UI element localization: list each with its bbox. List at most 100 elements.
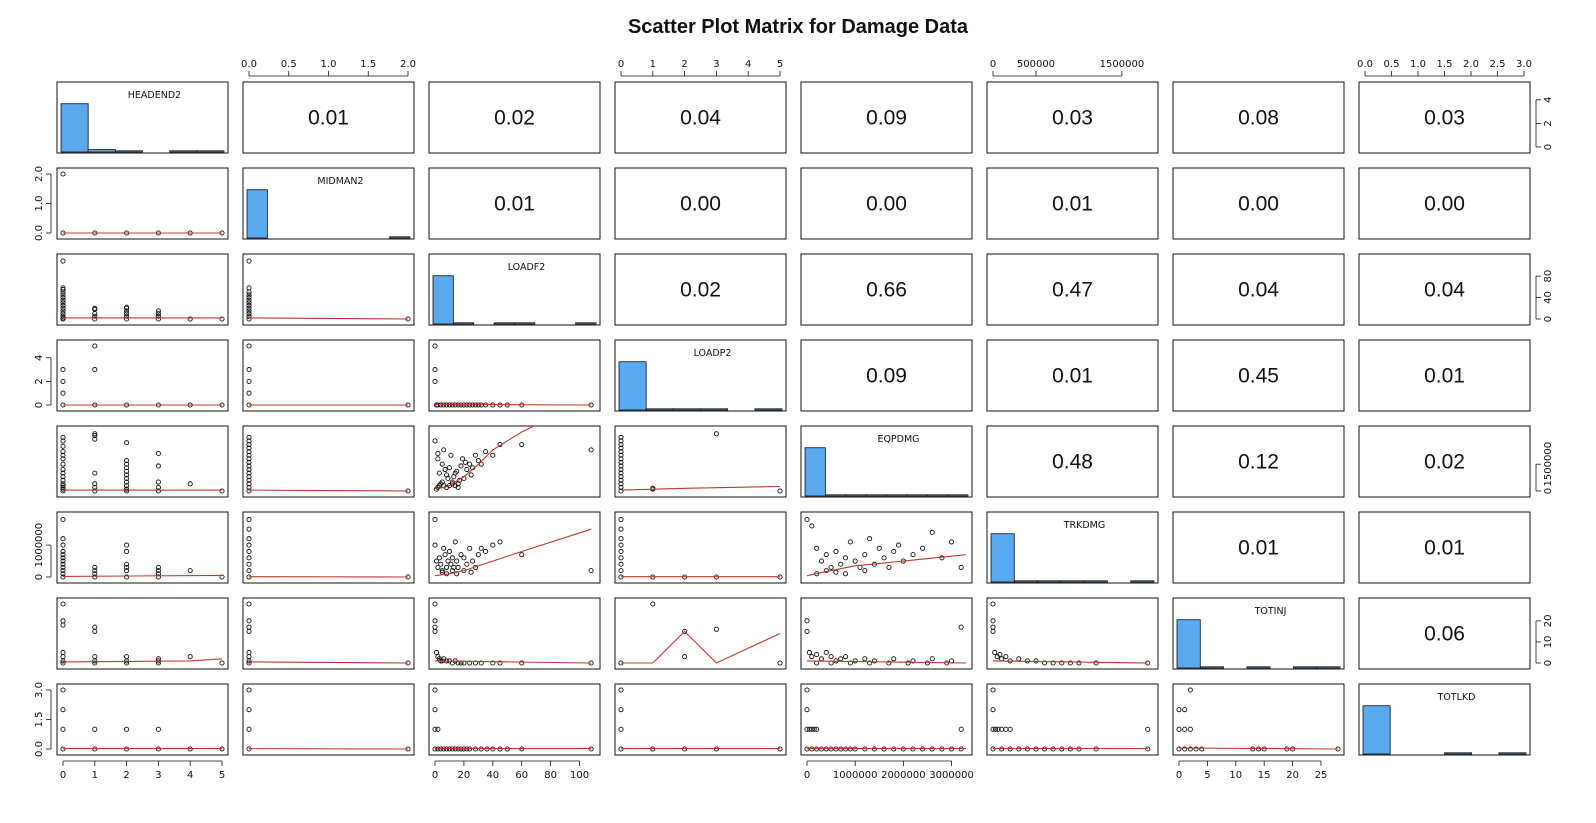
bottom-axis-tick-label-eqpdmg-2: 2000000 (881, 770, 926, 781)
panel-frame-r6-c6 (986, 511, 1159, 584)
scatter-point-r4-c3-5 (438, 402, 444, 408)
panel-frame-r4-c5 (800, 339, 973, 412)
left-axis-tick-label-loadp2-1: 2 (34, 378, 45, 384)
scatter-point-r8-c5-0 (804, 687, 810, 693)
histogram-bar-eqpdmg-5 (906, 494, 928, 497)
scatter-point-r5-c2-12 (246, 477, 252, 483)
correlation-value-r1-c3: 0.02 (494, 107, 535, 130)
scatter-point-r5-c4-5 (618, 452, 624, 458)
scatter-point-r5-c3-21 (464, 466, 470, 473)
panel-frame-r6-c4 (614, 511, 787, 584)
panel-frame-r3-c5 (800, 253, 973, 326)
scatter-point-r5-c2-14 (246, 484, 252, 490)
top-axis-tick-label-totlkd-4: 2.0 (1463, 59, 1479, 70)
scatter-point-r6-c1-2 (60, 542, 66, 548)
scatter-point-r6-c5-4 (823, 552, 829, 558)
panel-frame-r7-c5 (800, 597, 973, 670)
scatter-point-r5-c1-20 (92, 481, 98, 487)
scatter-point-r8-c1-1 (60, 707, 66, 713)
bottom-axis-tick-label-totinj-3: 15 (1258, 770, 1271, 781)
scatter-point-r6-c1-27 (219, 574, 225, 580)
bottom-axis-tick-label-headend2-4: 4 (187, 770, 193, 781)
bottom-axis-tick-label-eqpdmg-0: 0 (804, 770, 810, 781)
scatter-point-r5-c4-18 (713, 431, 719, 437)
scatter-point-r6-c1-19 (124, 564, 130, 570)
correlation-value-r3-c4: 0.02 (680, 279, 721, 302)
bottom-axis-tick-label-loadf2-0: 0 (432, 770, 438, 781)
panel-frame-r6-c3 (428, 511, 601, 584)
scatter-point-r7-c1-3 (60, 649, 66, 656)
panel-frame-r1-c2 (242, 81, 415, 154)
scatter-point-r3-c1-25 (124, 316, 130, 322)
histogram-bar-loadf2-4 (514, 322, 536, 325)
scatter-point-r7-c5-14 (891, 656, 897, 662)
scatter-point-r8-c7-5 (1182, 746, 1188, 752)
smooth-line-r6-c1 (62, 574, 223, 577)
scatter-point-r3-c1-17 (92, 311, 98, 317)
scatter-point-r6-c3-8 (442, 552, 448, 558)
scatter-point-r7-c6-17 (1076, 660, 1082, 666)
scatter-point-r7-c2-3 (246, 628, 252, 634)
top-axis-tick-label-loadp2-4: 4 (745, 59, 751, 70)
scatter-point-r6-c2-5 (246, 555, 252, 561)
scatter-point-r7-c3-0 (432, 601, 438, 607)
scatter-point-r6-c5-23 (929, 529, 935, 535)
scatter-point-r5-c3-8 (445, 475, 451, 482)
top-axis-tick-label-loadp2-0: 0 (618, 59, 624, 70)
panel-frame-r7-c3 (428, 597, 601, 670)
scatter-point-r5-c2-6 (246, 456, 252, 462)
correlation-value-r7-c8: 0.06 (1424, 623, 1465, 646)
scatter-point-r7-c5-22 (867, 660, 873, 666)
top-axis-tick-label-totlkd-2: 1.0 (1410, 59, 1426, 70)
top-axis-tick-label-totlkd-0: 0.0 (1357, 59, 1373, 70)
top-axis-tick-label-trkdmg-0: 0 (990, 59, 996, 70)
scatter-point-r8-c6-4 (995, 726, 1001, 732)
scatter-point-r3-c2-3 (246, 292, 252, 298)
scatter-point-r8-c3-1 (432, 707, 438, 713)
scatter-point-r7-c1-5 (60, 658, 66, 664)
scatter-point-r7-c2-1 (246, 618, 252, 624)
scatter-point-r7-c2-0 (246, 601, 252, 607)
scatter-point-r7-c5-1 (804, 628, 810, 634)
smooth-line-r7-c4 (621, 630, 781, 664)
scatter-point-r8-c7-4 (1182, 726, 1188, 732)
scatter-point-r6-c1-11 (60, 574, 66, 580)
left-axis-tick-label-midman2-2: 2.0 (34, 166, 45, 182)
scatter-point-r7-c3-22 (519, 660, 525, 666)
bottom-axis-tick-label-headend2-1: 1 (92, 770, 98, 781)
scatter-point-r4-c2-2 (246, 378, 252, 384)
scatter-point-r4-c3-0 (432, 343, 438, 349)
top-axis-tick-label-midman2-2: 1.0 (321, 59, 337, 70)
scatter-point-r6-c3-19 (461, 555, 467, 561)
smooth-line-r7-c1 (62, 658, 223, 663)
scatter-point-r7-c5-13 (871, 658, 878, 664)
scatter-point-r7-c6-0 (990, 601, 996, 607)
scatter-point-r5-c2-3 (246, 445, 252, 451)
bottom-axis-tick-label-eqpdmg-3: 3000000 (929, 770, 974, 781)
scatter-point-r7-c1-2 (60, 622, 66, 628)
scatter-point-r5-c1-1 (60, 438, 66, 444)
panel-frame-r7-c2 (242, 597, 415, 670)
smooth-line-r7-c3 (434, 660, 592, 664)
right-axis-tick-label-eqpdmg-1: 1500000 (1543, 442, 1554, 487)
scatter-point-r6-c2-2 (246, 536, 252, 542)
scatter-point-r7-c2-2 (246, 624, 252, 630)
scatter-point-r8-c7-2 (1176, 746, 1182, 752)
histogram-bar-eqpdmg-2 (845, 494, 867, 497)
scatter-point-r6-c3-6 (439, 568, 445, 574)
scatter-point-r7-c3-21 (497, 660, 503, 666)
scatter-point-r5-c1-38 (155, 488, 161, 494)
correlation-value-r2-c8: 0.00 (1424, 193, 1465, 216)
scatter-point-r8-c5-7 (958, 726, 964, 732)
scatter-point-r6-c1-1 (60, 536, 66, 542)
histogram-bar-trkdmg-2 (1037, 580, 1062, 583)
scatter-point-r5-c1-5 (60, 456, 66, 462)
scatter-point-r7-c2-7 (246, 660, 252, 666)
scatter-point-r5-c4-14 (618, 484, 624, 490)
variable-label-loadf2: LOADF2 (508, 262, 546, 273)
scatter-point-r3-c2-6 (246, 300, 252, 306)
histogram-bar-totinj-5 (1293, 666, 1318, 669)
scatter-point-r6-c5-12 (862, 552, 868, 558)
scatter-point-r5-c3-4 (439, 461, 445, 467)
panel-frame-r1-c5 (800, 81, 973, 154)
